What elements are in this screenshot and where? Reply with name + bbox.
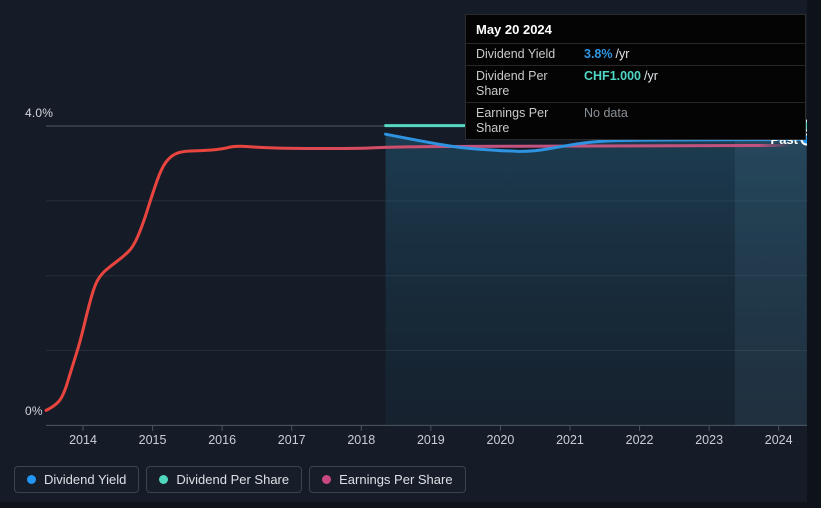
tooltip-label: Dividend Yield: [476, 47, 556, 61]
past-12m-band: [734, 127, 807, 426]
chart-tooltip: May 20 2024 Dividend Yield 3.8%/yr Dividen…: [465, 14, 806, 140]
x-axis-year-2024: 2024: [764, 433, 793, 447]
x-axis-year-2016: 2016: [208, 433, 237, 447]
tooltip-label: Earnings Per Share: [476, 106, 549, 135]
x-axis-labels: 2014 2015 2016 2017 2018 2019 2020 2021 2022 2023…: [0, 433, 807, 449]
legend-label: Dividend Per Share: [176, 472, 290, 487]
x-axis-year-2023: 2023: [695, 433, 724, 447]
legend-chip-dividend-yield[interactable]: Dividend Yield: [14, 466, 140, 493]
tooltip-row-earnings-per-share: Earnings Per Share No data: [466, 102, 805, 139]
tooltip-value: No data: [584, 106, 628, 120]
tooltip-value: 3.8%: [584, 47, 613, 61]
x-axis-year-2020: 2020: [486, 433, 515, 447]
tooltip-row-dividend-per-share: Dividend Per Share CHF1.000/yr: [466, 65, 805, 102]
legend-chip-dividend-per-share[interactable]: Dividend Per Share: [146, 466, 303, 493]
x-axis-year-2018: 2018: [347, 433, 376, 447]
eps-line: [44, 144, 792, 412]
chart-legend: Dividend Yield Dividend Per Share Earnings…: [14, 466, 466, 493]
x-axis-year-2019: 2019: [416, 433, 445, 447]
tooltip-row-dividend-yield: Dividend Yield 3.8%/yr: [466, 43, 805, 65]
x-axis-year-2015: 2015: [138, 433, 167, 447]
x-axis-ticks: [82, 425, 780, 431]
y-axis-label-bottom: 0%: [25, 404, 43, 418]
legend-label: Earnings Per Share: [339, 472, 453, 487]
y-axis-label-top: 4.0%: [25, 106, 54, 120]
x-axis-year-2017: 2017: [277, 433, 306, 447]
x-axis-year-2022: 2022: [625, 433, 654, 447]
dividend-chart-plot[interactable]: [0, 0, 807, 502]
legend-chip-earnings-per-share[interactable]: Earnings Per Share: [309, 466, 466, 493]
yield-area-fill: [385, 134, 807, 426]
tooltip-value-suffix: /yr: [615, 47, 630, 61]
tooltip-date: May 20 2024: [476, 22, 552, 37]
tooltip-value: CHF1.000: [584, 69, 641, 83]
chart-card: 4.0% 0% 2014 2015 2016 2017 2018 2019 2020 2021…: [0, 0, 807, 502]
tooltip-value-suffix: /yr: [643, 69, 658, 83]
dividend-yield-line: [384, 132, 807, 153]
tooltip-label: Dividend Per Share: [476, 69, 548, 98]
legend-dot-dividend-yield: [27, 475, 36, 484]
x-axis-year-2014: 2014: [69, 433, 97, 447]
legend-label: Dividend Yield: [44, 472, 127, 487]
legend-dot-earnings-per-share: [322, 475, 332, 484]
legend-dot-dividend-per-share: [159, 475, 169, 484]
x-axis-year-2021: 2021: [556, 433, 584, 447]
